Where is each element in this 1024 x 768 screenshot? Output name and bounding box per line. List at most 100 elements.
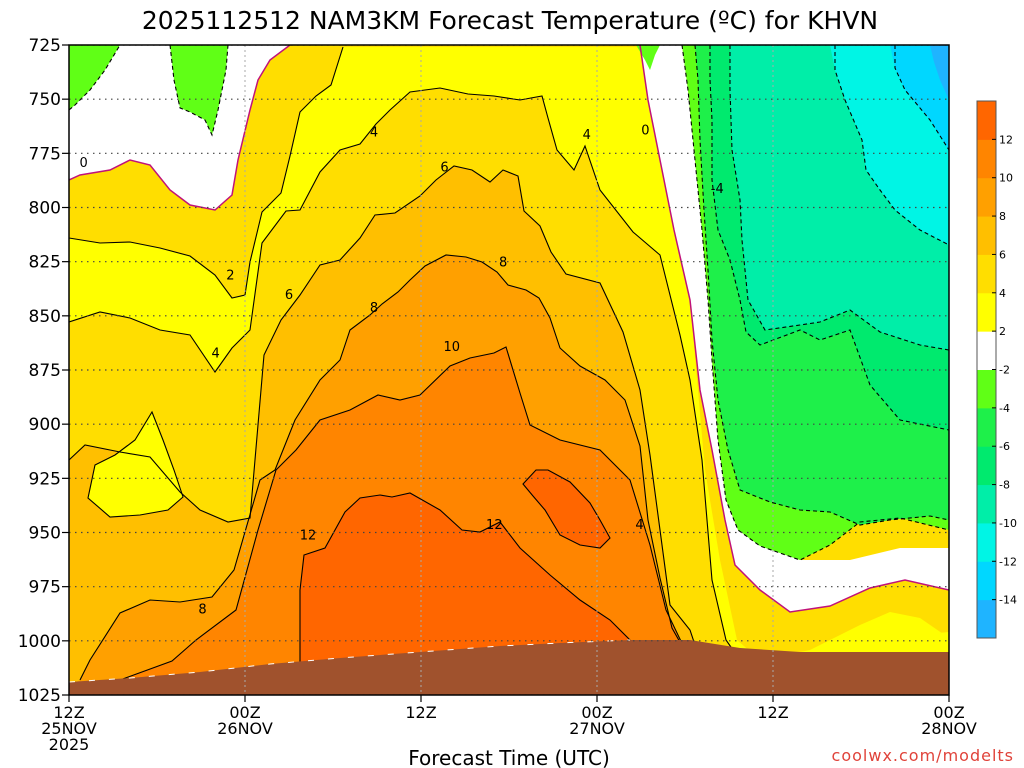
colorbar-swatch [977,446,996,486]
colorbar-tick-label: -8 [999,479,1010,492]
y-tick-label: 725 [29,36,61,56]
contour-label: 4 [370,126,378,141]
band-below-minus2-top [636,45,660,70]
colorbar-tick-label: -10 [999,517,1017,530]
y-tick-label: 1000 [18,632,61,652]
contour-label: 4 [583,128,591,143]
contour-minus12-right [894,45,949,151]
y-axis: 725 750 775 800 825 850 875 900 925 950 975 1000 102… [18,36,69,706]
contour-label: 8 [499,256,507,271]
colorbar-swatch [977,599,996,639]
colorbar-tick-label: -6 [999,440,1010,453]
colorbar-tick-label: 12 [999,133,1013,146]
y-tick-label: 800 [29,199,61,219]
band-below-minus14 [930,45,949,100]
terrain-edge [69,639,631,683]
contour-minus4-right [694,45,949,526]
x-tick-label: 12Z [405,703,436,722]
contour-minus8-right [729,45,949,351]
colorbar-tick-label: 4 [999,287,1006,300]
band-above-plus12-east [523,470,610,548]
contour-label: 10 [444,340,461,355]
terrain [69,640,949,695]
contour-label: 6 [440,160,448,175]
band-below-minus2-topleft [69,45,120,110]
band-above-plus4-pocket [88,412,183,517]
colorbar-tick-label: 6 [999,248,1006,261]
x-tick-label: 00Z [229,703,260,722]
band-below-minus2-pocket [170,45,228,135]
colorbar-tick-label: 10 [999,172,1013,185]
contour-labels: 0 0 4 4 6 -4 2 6 8 8 4 10 12 12 4 8 [80,124,724,618]
y-tick-label: 825 [29,253,61,273]
colorbar-tick-label: -2 [999,364,1010,377]
colorbar-swatch [977,561,996,601]
colorbar-swatch [977,216,996,255]
colorbar-tick-label: -12 [999,555,1017,568]
y-tick-label: 950 [29,524,61,544]
colorbar-swatch [977,369,996,409]
contour-plus12 [299,492,631,670]
x-axis-label: Forecast Time (UTC) [408,746,610,768]
credit-text: coolwx.com/modelts [832,746,1014,765]
x-tick-label: 00Z [581,703,612,722]
colorbar-tick-label: -4 [999,402,1010,415]
contour-label: 0 [641,124,649,139]
x-tick-label: 00Z [933,703,964,722]
plot-area: 0 0 4 4 6 -4 2 6 8 8 4 10 12 12 4 8 [69,45,949,695]
contour-minus2-topleft [69,45,121,111]
colorbar: -14 -12 -10 -8 -6 -4 -2 2 4 6 8 10 12 [976,100,1017,639]
contour-label: 4 [212,347,220,362]
contour-lines [69,45,949,681]
grid-lines [69,45,949,695]
contour-label: 8 [370,301,378,316]
contour-plus6 [69,165,701,661]
chart-title: 2025112512 NAM3KM Forecast Temperature (… [142,6,878,35]
contour-plus12-east [522,469,611,549]
contour-plus10 [119,346,691,681]
y-tick-label: 925 [29,469,61,489]
x-tick-label: 27NOV [569,719,625,738]
colorbar-swatch [977,139,996,179]
x-tick-label: 12Z [53,703,84,722]
contour-minus2-right [681,45,949,561]
colorbar-swatch [977,101,996,140]
band-zero-right [640,45,949,612]
band-below-minus12 [890,45,949,150]
y-tick-label: 900 [29,415,61,435]
colorbar-swatch [977,407,996,447]
contour-label: 6 [285,288,293,303]
y-tick-label: 750 [29,90,61,110]
freezing-line-right [639,45,949,613]
freezing-line-left [69,45,291,211]
x-tick-label: 25NOV [41,719,97,738]
band-above-plus2-bottomright [810,612,949,650]
x-tick-label: 28NOV [921,719,977,738]
contour-label: 2 [226,269,234,284]
contour-plus8 [79,254,691,681]
colorbar-swatch [977,292,996,332]
colorbar-tick-label: 2 [999,325,1006,338]
colorbar-tick-label: 8 [999,210,1006,223]
contour-minus10-right [834,45,949,246]
y-tick-label: 1025 [18,686,61,706]
y-tick-label: 775 [29,144,61,164]
colorbar-swatch [977,254,996,294]
x-tick-label: 26NOV [217,719,273,738]
contour-plus4 [69,87,741,661]
contour-label: 8 [198,602,206,617]
y-tick-label: 850 [29,307,61,327]
freezing-lines [69,45,949,613]
contour-label: 12 [486,518,503,533]
contour-plus2 [69,46,344,299]
x-tick-label: 2025 [49,735,90,754]
contour-plus4-pocket [87,410,184,518]
colorbar-swatch [977,522,996,562]
band-zero-upper-left [69,45,290,210]
colorbar-swatch [977,177,996,217]
colorbar-swatch [977,484,996,524]
y-tick-label: 975 [29,578,61,598]
contour-label: 12 [300,529,317,544]
